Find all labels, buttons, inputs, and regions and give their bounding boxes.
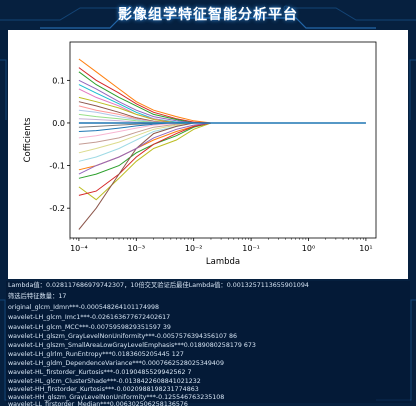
feature-row-1: original_glcm_Idmn***-0.0005482641011749…: [8, 304, 159, 311]
plot-frame: [69, 41, 377, 239]
feature-count-text: 筛选后特征数量：17: [8, 293, 67, 300]
x-tick-label: 10⁻²: [185, 244, 203, 253]
series-line: [78, 105, 366, 124]
x-tick-label: 10⁻¹: [242, 244, 260, 253]
feature-row-7: wavelet-LH_gldm_DependenceVariance***0.0…: [8, 360, 224, 367]
series-line: [78, 122, 366, 132]
results-panel: Lambda值：0.028117686979742307，10倍交叉验证后最佳L…: [6, 281, 410, 406]
feature-row-2: wavelet-LH_glcm_Imc1***-0.02616367767240…: [8, 314, 171, 321]
series-line: [78, 122, 366, 171]
x-tick-label: 10⁻³: [127, 244, 145, 253]
series-line: [78, 122, 366, 230]
feature-row-11: wavelet-HH_glszm_GrayLevelNonUniformity*…: [8, 394, 225, 401]
y-axis-label: Cofficients: [23, 117, 33, 162]
feature-row-8: wavelet-HL_firstorder_Kurtosis***-0.0190…: [8, 369, 192, 376]
app-header: 影像组学特征智能分析平台: [0, 0, 416, 30]
series-line: [78, 88, 366, 124]
app-title: 影像组学特征智能分析平台: [118, 7, 298, 23]
y-tick-label: -0.2: [49, 204, 65, 213]
lasso-plot-panel: 10⁻⁴ 10⁻³ 10⁻² 10⁻¹ 10⁰ 10¹ -0.2 -0.1 0.0 0.1 Lamb…: [8, 30, 408, 279]
series-line: [78, 122, 366, 196]
x-tick-label: 10⁰: [302, 244, 315, 253]
series-line: [78, 113, 366, 124]
feature-row-6: wavelet-LH_glrlm_RunEntropy***0.01836052…: [8, 351, 184, 358]
feature-row-12: wavelet-LL_firstorder_Median***0.0063025…: [8, 401, 188, 406]
series-line: [78, 122, 366, 201]
y-tick-label: -0.1: [49, 162, 65, 171]
feature-row-9: wavelet-HL_glcm_ClusterShade***-0.013842…: [8, 378, 201, 385]
feature-row-5: wavelet-LH_glszm_SmallAreaLowGrayLevelEm…: [8, 342, 256, 349]
feature-row-4: wavelet-LH_glszm_GrayLevelNonUniformity*…: [8, 333, 238, 340]
feature-row-3: wavelet-LH_glcm_MCC***-0.007595982935159…: [8, 324, 171, 331]
y-tick-label: 0.1: [52, 76, 65, 85]
lasso-path-chart: 10⁻⁴ 10⁻³ 10⁻² 10⁻¹ 10⁰ 10¹ -0.2 -0.1 0.0 0.1 Lamb…: [23, 41, 377, 267]
x-tick-label: 10⁻⁴: [70, 244, 88, 253]
feature-row-10: wavelet-HH_firstorder_Kurtosis***-0.0020…: [8, 386, 199, 393]
y-tick-label: 0.0: [52, 119, 65, 128]
x-tick-label: 10¹: [359, 244, 372, 253]
x-axis-label: Lambda: [206, 257, 240, 267]
lambda-text: Lambda值：0.028117686979742307，10倍交叉验证后最佳L…: [8, 282, 309, 289]
